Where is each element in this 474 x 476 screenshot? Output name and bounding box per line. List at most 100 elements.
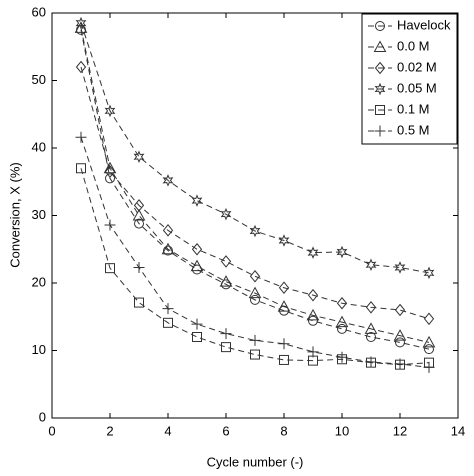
legend: Havelock 0.0 M 0.02 M 0.05 M 0.1 M 0.5 M xyxy=(361,13,458,145)
marker xyxy=(249,269,261,283)
marker xyxy=(336,296,348,310)
marker xyxy=(162,174,174,187)
x-tick-label: 12 xyxy=(393,423,407,438)
marker xyxy=(162,224,174,237)
y-axis-label: Conversion, X (%) xyxy=(7,162,22,267)
legend-label: 0.1 M xyxy=(397,101,430,116)
x-tick-label: 4 xyxy=(164,423,171,438)
marker xyxy=(365,258,377,272)
marker xyxy=(132,208,146,221)
series-line xyxy=(80,137,430,368)
y-tick-label: 50 xyxy=(32,72,46,87)
marker xyxy=(278,338,290,350)
marker xyxy=(75,60,87,74)
marker xyxy=(219,275,233,287)
marker xyxy=(220,255,232,268)
legend-label: 0.0 M xyxy=(397,38,430,53)
x-axis-label: Cycle number (-) xyxy=(207,454,304,469)
y-tick-label: 0 xyxy=(39,409,46,424)
x-tick-label: 8 xyxy=(280,423,287,438)
marker xyxy=(279,354,289,365)
marker xyxy=(220,328,232,340)
marker xyxy=(423,361,435,373)
marker xyxy=(75,131,87,143)
marker xyxy=(104,104,116,118)
series-line xyxy=(80,22,430,274)
marker xyxy=(133,261,145,273)
series-line xyxy=(80,66,430,320)
series-line xyxy=(80,27,430,343)
marker xyxy=(249,334,261,346)
marker xyxy=(250,349,260,360)
marker xyxy=(336,245,348,259)
marker xyxy=(75,16,87,30)
marker xyxy=(308,315,318,326)
legend-label: 0.05 M xyxy=(397,80,437,95)
marker xyxy=(163,245,173,256)
marker xyxy=(422,335,436,348)
x-tick-label: 0 xyxy=(48,423,55,438)
marker xyxy=(278,234,290,247)
marker xyxy=(307,288,319,302)
legend-label: Havelock xyxy=(397,17,451,32)
marker xyxy=(423,312,435,326)
marker xyxy=(191,242,203,256)
marker xyxy=(394,358,406,370)
marker xyxy=(191,318,203,330)
x-tick-label: 14 xyxy=(451,423,465,438)
marker xyxy=(373,40,387,52)
marker xyxy=(375,105,385,115)
y-tick-label: 20 xyxy=(32,274,46,289)
marker xyxy=(365,356,377,368)
marker xyxy=(337,323,347,334)
marker xyxy=(375,21,385,31)
marker xyxy=(307,246,319,259)
marker xyxy=(220,207,232,221)
marker xyxy=(162,303,174,315)
marker xyxy=(394,261,406,274)
marker xyxy=(104,219,116,231)
x-tick-label: 10 xyxy=(335,423,349,438)
y-tick-label: 40 xyxy=(32,139,46,154)
marker xyxy=(248,286,262,299)
marker xyxy=(133,150,145,164)
marker xyxy=(192,332,202,342)
marker xyxy=(133,199,145,212)
y-tick-label: 10 xyxy=(32,342,46,357)
y-tick-label: 30 xyxy=(32,207,46,222)
marker xyxy=(277,300,291,312)
marker xyxy=(374,61,386,75)
marker xyxy=(307,346,319,358)
x-tick-label: 2 xyxy=(106,423,113,438)
marker xyxy=(393,329,407,341)
marker xyxy=(306,308,320,321)
marker xyxy=(134,218,144,229)
marker xyxy=(364,322,378,334)
marker xyxy=(395,337,405,348)
marker xyxy=(134,297,144,308)
marker xyxy=(366,332,376,342)
marker xyxy=(74,21,88,33)
marker xyxy=(250,294,260,305)
marker xyxy=(104,165,116,178)
marker xyxy=(249,224,261,238)
marker xyxy=(278,281,290,295)
marker xyxy=(161,242,175,255)
marker xyxy=(76,163,86,174)
series-line xyxy=(80,29,430,350)
marker xyxy=(394,303,406,317)
marker xyxy=(336,351,348,363)
legend-label: 0.02 M xyxy=(397,59,437,74)
legend-label: 0.5 M xyxy=(397,122,430,137)
marker xyxy=(190,259,204,272)
marker xyxy=(105,173,115,184)
marker xyxy=(365,301,377,314)
marker xyxy=(163,317,173,328)
marker xyxy=(423,266,435,280)
x-tick-label: 6 xyxy=(222,423,229,438)
marker xyxy=(191,194,203,207)
marker xyxy=(374,125,386,137)
marker xyxy=(374,82,386,96)
marker xyxy=(221,342,231,353)
